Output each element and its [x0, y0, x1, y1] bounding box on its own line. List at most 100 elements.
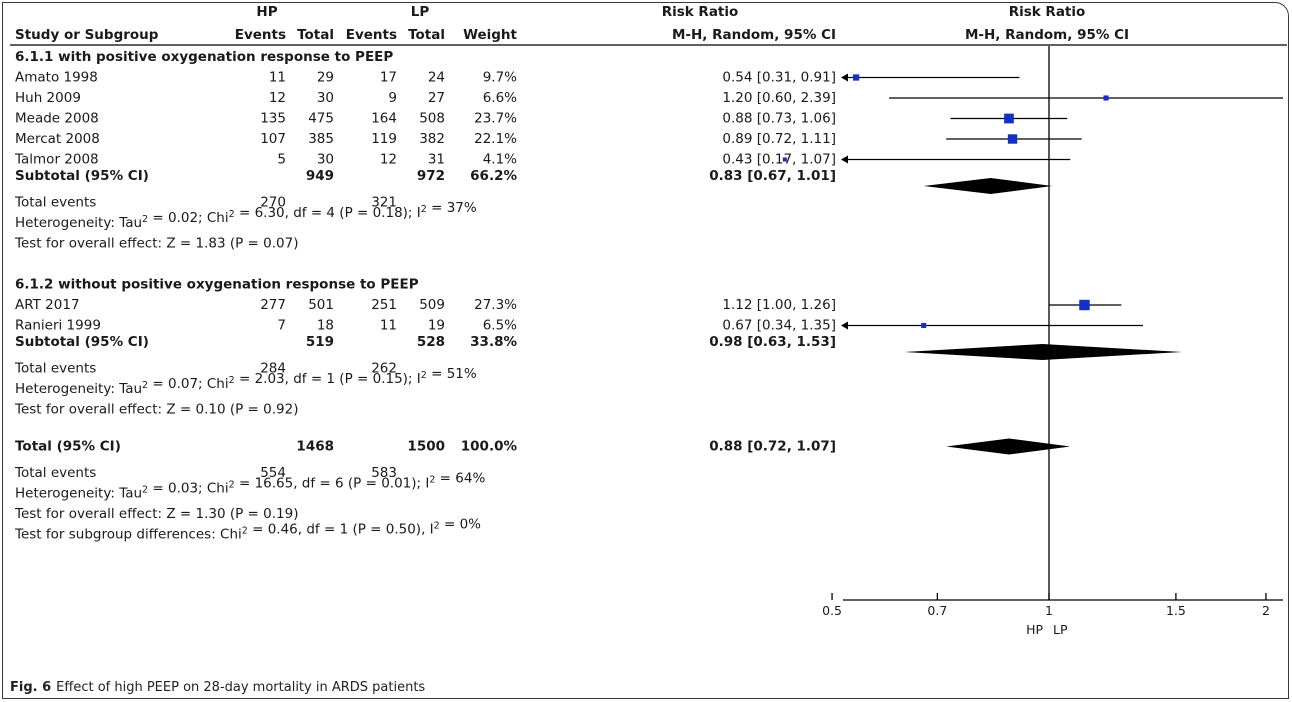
- study-name: Talmor 2008: [14, 152, 99, 168]
- study-ci: 0.89 [0.72, 1.11]: [722, 131, 836, 147]
- effect-marker: [1004, 113, 1014, 124]
- subtotal-hp-total: 949: [306, 168, 334, 184]
- header-method: M-H, Random, 95% CI: [672, 27, 836, 43]
- effect-marker: [1007, 134, 1018, 144]
- heterogeneity-text: Heterogeneity: Tau2 = 0.02; Chi2 = 6.30,…: [15, 200, 477, 231]
- total-weight: 100.0%: [461, 439, 518, 455]
- header-events-hp: Events: [235, 27, 286, 43]
- study-ci: 1.12 [1.00, 1.26]: [722, 297, 836, 313]
- caption-text: Effect of high PEEP on 28-day mortality …: [56, 680, 426, 695]
- favours-left-label: HP: [1026, 622, 1043, 637]
- total-ci: 0.88 [0.72, 1.07]: [709, 439, 836, 455]
- header-rr-plot: Risk Ratio: [1009, 4, 1086, 20]
- x-tick-label: 2: [1262, 603, 1270, 618]
- study-ci: 0.88 [0.73, 1.06]: [722, 111, 836, 127]
- caption-label: Fig. 6: [10, 680, 52, 695]
- heterogeneity-text: Heterogeneity: Tau2 = 0.07; Chi2 = 2.03,…: [15, 366, 477, 397]
- total-events-lp: 321: [371, 195, 397, 211]
- overall-effect-text: Test for overall effect: Z = 0.10 (P = 0…: [14, 402, 299, 418]
- subgroup-title: 6.1.2 without positive oxygenation respo…: [15, 277, 419, 293]
- hp-total: 475: [308, 111, 334, 127]
- effect-marker: [853, 74, 860, 81]
- total-events-hp: 284: [260, 361, 286, 377]
- study-name: Ranieri 1999: [15, 318, 101, 334]
- total-events-lp: 262: [371, 361, 397, 377]
- hp-events: 5: [277, 152, 286, 168]
- heterogeneity-text: Heterogeneity: Tau2 = 0.03; Chi2 = 16.65…: [15, 471, 485, 502]
- subgroup-diff-text: Test for subgroup differences: Chi2 = 0.…: [14, 517, 481, 543]
- lp-total: 382: [419, 131, 445, 147]
- subtotal-lp-total: 528: [417, 334, 445, 350]
- study-weight: 27.3%: [474, 297, 517, 313]
- lp-events: 119: [371, 131, 397, 147]
- lp-events: 251: [371, 297, 397, 313]
- study-name: Huh 2009: [15, 90, 81, 106]
- subtotal-ci: 0.83 [0.67, 1.01]: [709, 168, 836, 184]
- total-events-hp: 554: [260, 465, 286, 481]
- effect-marker: [1079, 299, 1090, 311]
- header-rr-table: Risk Ratio: [662, 4, 739, 20]
- favours-right-label: LP: [1053, 622, 1068, 637]
- study-name: Meade 2008: [15, 111, 99, 127]
- lp-events: 12: [380, 152, 397, 168]
- subtotal-ci: 0.98 [0.63, 1.53]: [709, 334, 836, 350]
- header-total-lp: Total: [408, 27, 445, 43]
- hp-events: 107: [260, 131, 286, 147]
- subtotal-label: Subtotal (95% CI): [15, 334, 149, 350]
- study-ci: 0.43 [0.17, 1.07]: [722, 152, 836, 168]
- ci-arrow-left: [841, 321, 848, 330]
- hp-total: 29: [317, 70, 334, 86]
- subtotal-weight: 33.8%: [470, 334, 517, 350]
- lp-total: 27: [428, 90, 445, 106]
- hp-events: 135: [260, 111, 286, 127]
- header-study: Study or Subgroup: [15, 27, 159, 43]
- study-name: Mercat 2008: [15, 131, 100, 147]
- pooled-diamond: [904, 344, 1183, 360]
- study-ci: 0.67 [0.34, 1.35]: [722, 318, 836, 334]
- effect-marker: [782, 157, 787, 162]
- hp-total: 30: [317, 90, 334, 106]
- subtotal-lp-total: 972: [417, 168, 445, 184]
- lp-events: 11: [380, 318, 397, 334]
- header-weight: Weight: [463, 27, 517, 43]
- pooled-diamond: [923, 178, 1053, 194]
- header-method-plot: M-H, Random, 95% CI: [965, 27, 1129, 43]
- lp-total: 19: [428, 318, 445, 334]
- study-ci: 0.54 [0.31, 0.91]: [722, 70, 836, 86]
- hp-events: 11: [269, 70, 286, 86]
- table-rows: 6.1.1 with positive oxygenation response…: [14, 49, 836, 543]
- overall-effect-text: Test for overall effect: Z = 1.83 (P = 0…: [14, 236, 299, 252]
- study-weight: 9.7%: [483, 70, 517, 86]
- subtotal-hp-total: 519: [306, 334, 334, 350]
- total-lp-total: 1500: [407, 439, 445, 455]
- lp-total: 508: [419, 111, 445, 127]
- study-weight: 4.1%: [483, 152, 517, 168]
- x-tick-label: 0.7: [927, 603, 947, 618]
- effect-marker: [921, 322, 927, 329]
- ci-arrow-left: [841, 155, 848, 164]
- subtotal-label: Subtotal (95% CI): [15, 168, 149, 184]
- total-events-lp: 583: [371, 465, 397, 481]
- lp-total: 509: [419, 297, 445, 313]
- ci-arrow-left: [841, 73, 848, 82]
- total-events-label: Total events: [14, 465, 96, 481]
- x-tick-label: 0.5: [822, 603, 842, 618]
- study-weight: 6.5%: [483, 318, 517, 334]
- subgroup-title: 6.1.1 with positive oxygenation response…: [15, 49, 393, 65]
- subtotal-weight: 66.2%: [470, 168, 517, 184]
- figure-caption: Fig. 6 Effect of high PEEP on 28-day mort…: [10, 680, 425, 695]
- lp-events: 17: [380, 70, 397, 86]
- hp-total: 30: [317, 152, 334, 168]
- hp-events: 277: [260, 297, 286, 313]
- lp-events: 164: [371, 111, 397, 127]
- effect-marker: [1103, 95, 1109, 101]
- study-weight: 23.7%: [474, 111, 517, 127]
- hp-total: 501: [308, 297, 334, 313]
- total-events-label: Total events: [14, 195, 96, 211]
- total-events-hp: 270: [260, 195, 286, 211]
- overall-effect-text: Test for overall effect: Z = 1.30 (P = 0…: [14, 506, 299, 522]
- pooled-diamond: [946, 438, 1071, 455]
- header-events-lp: Events: [346, 27, 397, 43]
